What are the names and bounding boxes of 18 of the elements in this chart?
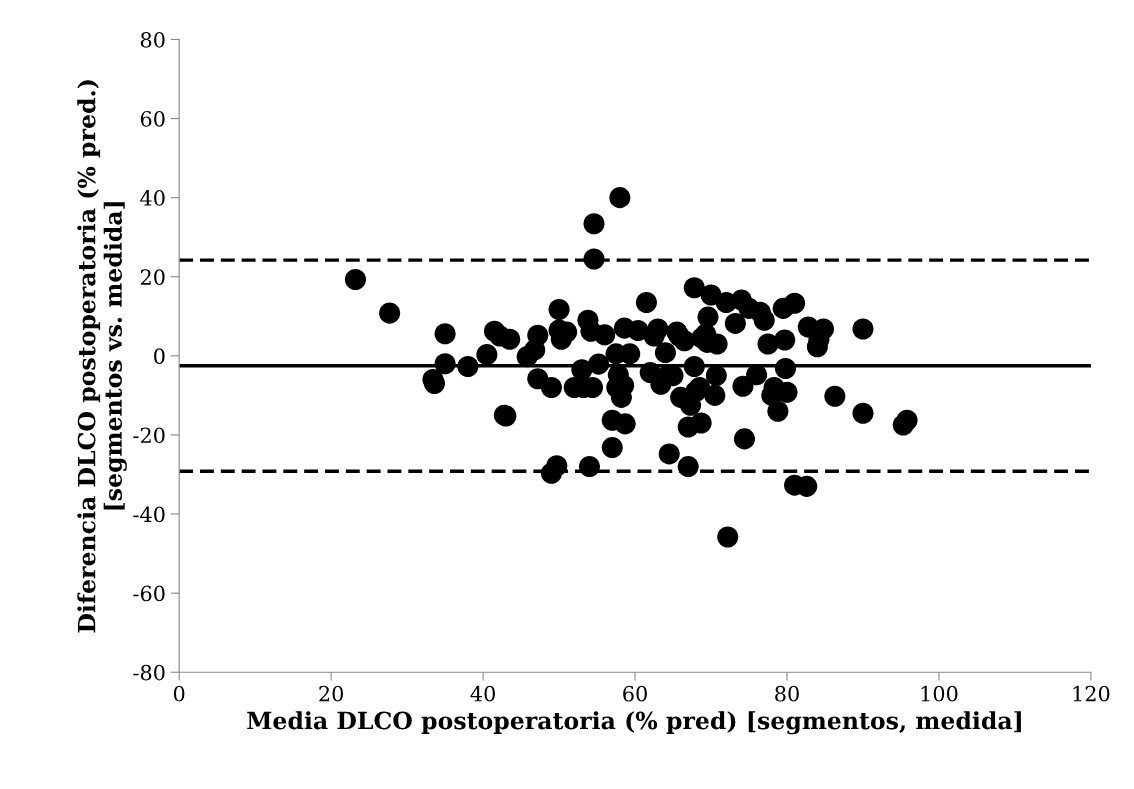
x-tick-label: 0 <box>173 685 185 702</box>
x-axis-title: Media DLCO postoperatoria (% pred) [segmentos, medida] <box>247 711 1021 735</box>
y-tick-label: 60 <box>140 111 165 127</box>
y-tick-label: 20 <box>140 269 165 285</box>
y-tick-label: -40 <box>133 506 165 523</box>
x-tick-label: 100 <box>921 685 958 702</box>
y-tick-label: 40 <box>140 190 165 206</box>
x-tick-label: 40 <box>470 685 495 702</box>
y-tick-label: -20 <box>133 427 165 444</box>
x-tick-label: 20 <box>319 685 343 702</box>
x-tick-label: 60 <box>623 685 647 702</box>
y-tick-label: -60 <box>133 585 165 602</box>
y-tick-label: 80 <box>140 31 165 48</box>
x-tick-label: 80 <box>775 685 799 702</box>
x-tick-label: 120 <box>1073 685 1110 702</box>
y-tick-label: 0 <box>154 348 165 365</box>
y-axis-title: Diferencia DLCO postoperatoria (% pred.) [segmentos vs. medida] <box>77 80 127 633</box>
y-tick-label: -80 <box>133 664 165 681</box>
